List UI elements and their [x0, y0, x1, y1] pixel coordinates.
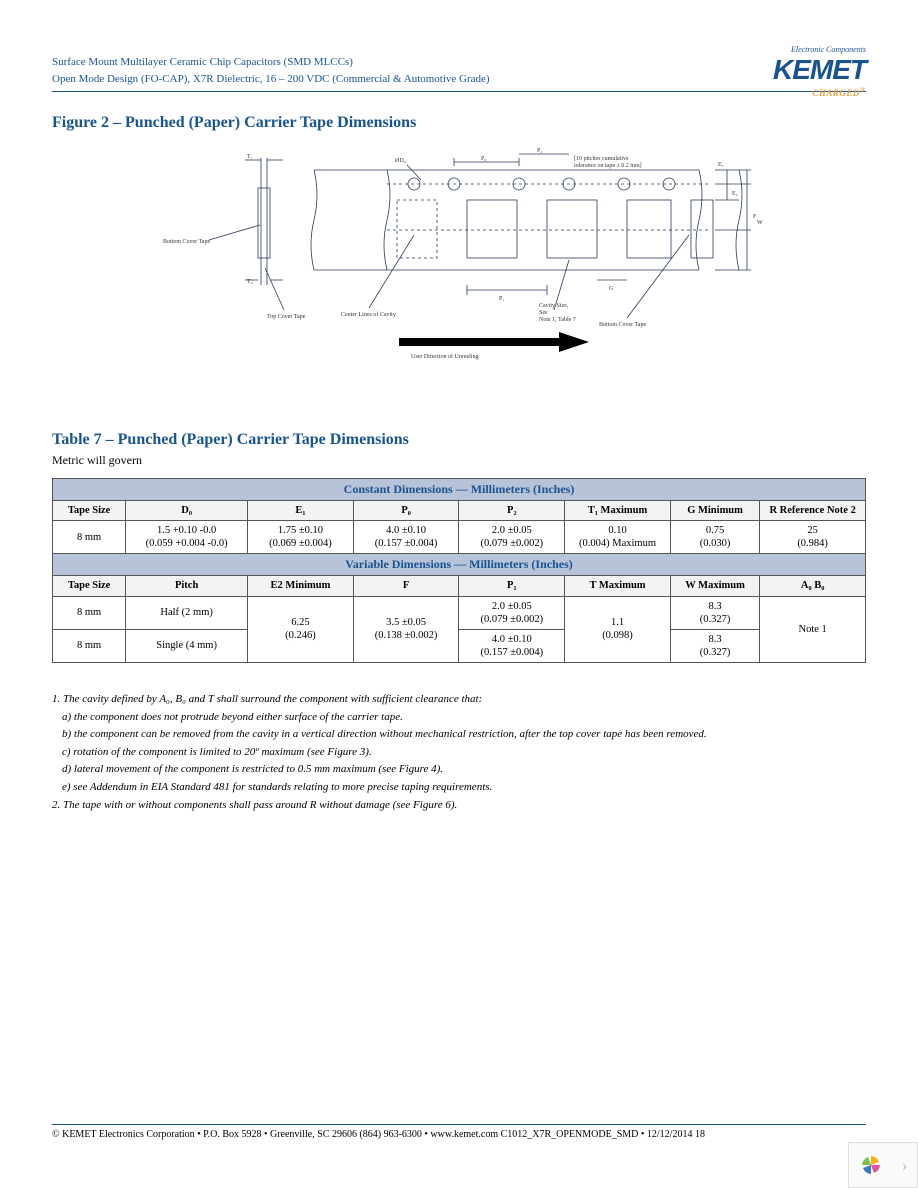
svg-text:Note 1, Table 7: Note 1, Table 7 [539, 317, 576, 323]
dimensions-table: Constant Dimensions — Millimeters (Inche… [52, 478, 866, 663]
header-line-2: Open Mode Design (FO-CAP), X7R Dielectri… [52, 71, 866, 88]
tape-diagram: T₁ T₂ Bottom Cover Tape Top Cover Tape C… [52, 140, 866, 375]
svg-text:E₂: E₂ [732, 191, 738, 197]
brand-logo: Electronic Components KEMET CHARGED® [773, 46, 866, 100]
svg-text:P₂: P₂ [537, 148, 542, 154]
band-constant: Constant Dimensions — Millimeters (Inche… [53, 479, 866, 501]
logo-charged: CHARGED® [812, 88, 866, 98]
var-row-2: 8 mm Single (4 mm) 4.0 ±0.10(0.157 ±0.00… [53, 629, 866, 662]
svg-text:ØD₀: ØD₀ [395, 158, 406, 164]
doc-header: Surface Mount Multilayer Ceramic Chip Ca… [52, 54, 866, 92]
svg-text:Cavity Size,: Cavity Size, [539, 303, 569, 309]
svg-text:See: See [539, 310, 548, 316]
note-1e: e) see Addendum in EIA Standard 481 for … [52, 779, 866, 797]
svg-text:T₂: T₂ [247, 279, 253, 285]
svg-text:User Direction of Unreeling: User Direction of Unreeling [411, 353, 478, 360]
header-rule [52, 91, 866, 92]
svg-text:E₁: E₁ [718, 162, 724, 168]
footnotes: 1. The cavity defined by A₀, B₀ and T sh… [52, 691, 866, 814]
svg-text:T₁: T₁ [247, 154, 253, 160]
footer-text: © KEMET Electronics Corporation • P.O. B… [52, 1129, 705, 1140]
const-header-row: Tape Size D₀ E₁ P₀ P₂ T₁ Maximum G Minim… [53, 501, 866, 521]
note-1b: b) the component can be removed from the… [52, 726, 866, 744]
band-variable: Variable Dimensions — Millimeters (Inche… [53, 554, 866, 576]
svg-text:Bottom Cover Tape: Bottom Cover Tape [599, 322, 646, 328]
page-footer: © KEMET Electronics Corporation • P.O. B… [52, 1124, 866, 1140]
svg-text:P₁: P₁ [499, 296, 504, 302]
table-title: Table 7 – Punched (Paper) Carrier Tape D… [52, 431, 866, 449]
table-subcaption: Metric will govern [52, 453, 866, 468]
var-row-1: 8 mm Half (2 mm) 6.25(0.246) 3.5 ±0.05(0… [53, 596, 866, 629]
svg-text:tolerance on tape ± 0.2 mm]: tolerance on tape ± 0.2 mm] [574, 163, 642, 169]
pager-logo-icon [859, 1153, 883, 1177]
header-line-1: Surface Mount Multilayer Ceramic Chip Ca… [52, 54, 866, 71]
svg-text:W: W [757, 220, 763, 226]
var-header-row: Tape Size Pitch E2 Minimum F P₁ T Maximu… [53, 576, 866, 596]
note-1d: d) lateral movement of the component is … [52, 761, 866, 779]
const-data-row: 8 mm 1.5 +0.10 -0.0(0.059 +0.004 -0.0) 1… [53, 521, 866, 554]
logo-tagline: Electronic Components [773, 46, 866, 54]
note-1: 1. The cavity defined by A₀, B₀ and T sh… [52, 691, 866, 709]
figure-title: Figure 2 – Punched (Paper) Carrier Tape … [52, 114, 866, 132]
svg-text:P₀: P₀ [481, 156, 486, 162]
svg-text:G: G [609, 286, 614, 292]
svg-text:Top Cover Tape: Top Cover Tape [267, 314, 306, 320]
next-page-chevron-icon[interactable]: › [902, 1155, 908, 1176]
logo-wordmark: KEMET [773, 54, 866, 85]
note-2: 2. The tape with or without components s… [52, 797, 866, 815]
page-nav[interactable]: › [848, 1142, 918, 1188]
svg-text:Center Lines of Cavity: Center Lines of Cavity [341, 311, 396, 318]
svg-text:[10 pitches cumulative: [10 pitches cumulative [574, 156, 629, 162]
note-1c: c) rotation of the component is limited … [52, 744, 866, 762]
svg-text:Bottom Cover Tape: Bottom Cover Tape [163, 239, 210, 245]
note-1a: a) the component does not protrude beyon… [52, 709, 866, 727]
